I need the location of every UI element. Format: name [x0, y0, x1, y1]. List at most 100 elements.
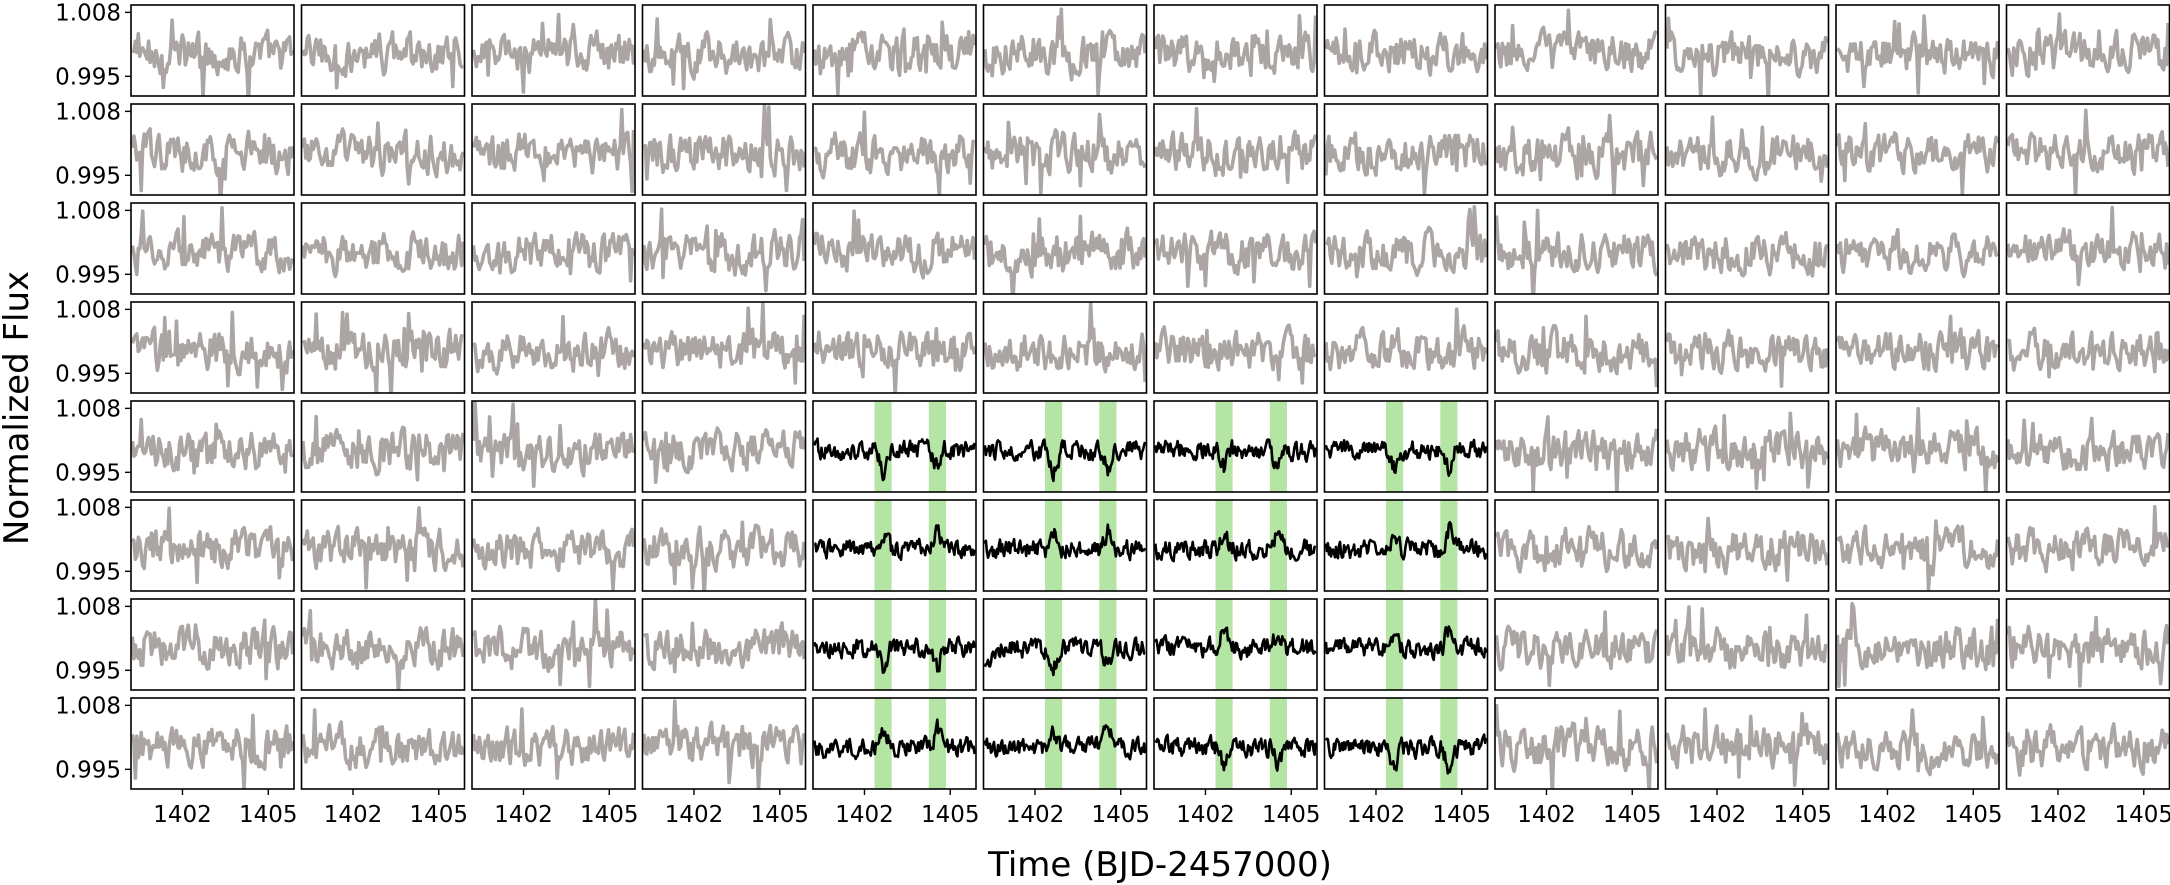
x-tick-label: 1405 — [580, 802, 639, 828]
panel — [641, 697, 807, 790]
panel — [1664, 202, 1830, 295]
panel — [641, 103, 807, 196]
transit-band — [1099, 698, 1117, 789]
panel-frame — [1664, 103, 1830, 196]
panel — [1835, 598, 2000, 691]
y-tick-label: 0.995 — [55, 64, 121, 90]
flux-series — [472, 707, 635, 780]
flux-series — [1154, 229, 1317, 289]
flux-series-highlighted — [983, 636, 1146, 677]
x-tick-label: 1405 — [1432, 802, 1491, 828]
panel — [2005, 499, 2170, 592]
panel-frame — [1664, 598, 1830, 691]
panel — [1494, 4, 1659, 97]
panel-frame — [300, 301, 466, 394]
x-tick-label: 1402 — [665, 802, 724, 828]
flux-series — [1495, 314, 1658, 388]
flux-series — [642, 17, 806, 91]
panel-frame — [1835, 202, 2000, 295]
x-axis-label: Time (BJD-2457000) — [987, 845, 1332, 885]
panel-grid — [130, 4, 2170, 790]
transit-band — [874, 500, 892, 591]
panel — [812, 499, 977, 592]
transit-band — [1044, 500, 1063, 591]
panel — [2005, 598, 2170, 691]
panel — [1153, 4, 1318, 97]
panel — [2005, 697, 2170, 790]
panel — [130, 4, 295, 97]
panel — [1323, 301, 1489, 394]
panel — [471, 697, 636, 790]
panel — [1153, 103, 1318, 196]
flux-series — [131, 618, 294, 681]
panel-frame — [300, 499, 466, 592]
flux-series — [301, 414, 465, 482]
flux-series — [472, 231, 635, 283]
y-tick-label: 0.995 — [55, 460, 121, 486]
x-tick-label: 1405 — [1944, 802, 2003, 828]
panel — [1835, 301, 2000, 394]
flux-series — [983, 302, 1147, 383]
flux-series — [2006, 12, 2170, 78]
panel-frame — [471, 598, 636, 691]
transit-band — [928, 401, 946, 492]
flux-series-highlighted — [1154, 626, 1317, 661]
panel-frame — [300, 400, 466, 493]
x-tick-labels: 1402 1405 1402 1405 1402 1405 1402 1405 1402 1405… — [153, 789, 2170, 828]
panel-frame — [982, 598, 1148, 691]
flux-series — [472, 107, 635, 194]
panel — [1323, 4, 1489, 97]
y-tick-label: 0.995 — [55, 757, 121, 783]
panel-frame — [641, 103, 807, 196]
flux-series — [1154, 323, 1317, 385]
panel-frame — [1323, 697, 1489, 790]
panel-frame — [812, 301, 977, 394]
transit-band — [1099, 599, 1117, 690]
panel-frame — [1494, 103, 1659, 196]
panel-frame — [1323, 499, 1489, 592]
panel-frame — [1153, 598, 1318, 691]
panel — [2005, 400, 2170, 493]
flux-series-highlighted — [983, 724, 1147, 761]
panel — [1153, 301, 1318, 394]
flux-series — [131, 206, 294, 277]
panel-frame — [130, 103, 295, 196]
panel — [1835, 400, 2000, 493]
x-tick-label: 1405 — [409, 802, 468, 828]
panel-frame — [471, 697, 636, 790]
panel-frame — [1494, 301, 1659, 394]
transit-band — [928, 599, 946, 690]
panel — [130, 499, 295, 592]
flux-series — [1495, 113, 1658, 195]
panel-frame — [982, 202, 1148, 295]
panel — [471, 598, 636, 691]
x-tick-label: 1405 — [750, 802, 809, 828]
panel — [641, 202, 807, 295]
flux-series — [1665, 230, 1829, 278]
flux-series — [1154, 106, 1317, 185]
panel — [471, 103, 636, 196]
panel — [812, 598, 977, 691]
panel — [641, 4, 807, 97]
panel — [982, 4, 1148, 97]
y-tick-label: 0.995 — [55, 163, 121, 189]
panel-frame — [982, 499, 1148, 592]
panel-frame — [130, 301, 295, 394]
panel-frame — [471, 301, 636, 394]
panel — [812, 4, 977, 97]
x-tick-label: 1402 — [324, 802, 383, 828]
panel — [1153, 598, 1318, 691]
panel-frame — [1153, 499, 1318, 592]
panel — [982, 103, 1148, 196]
panel — [812, 697, 977, 790]
panel-frame — [641, 697, 807, 790]
panel — [471, 202, 636, 295]
panel-frame — [1153, 4, 1318, 97]
flux-series — [131, 310, 294, 392]
flux-series — [642, 104, 806, 193]
y-tick-labels: 1.008 0.995 1.008 0.995 1.008 0.995 1.008 0.995… — [55, 0, 131, 783]
flux-series — [642, 207, 806, 293]
flux-series — [1324, 307, 1488, 372]
panel-frame — [641, 499, 807, 592]
panel-frame — [812, 103, 977, 196]
